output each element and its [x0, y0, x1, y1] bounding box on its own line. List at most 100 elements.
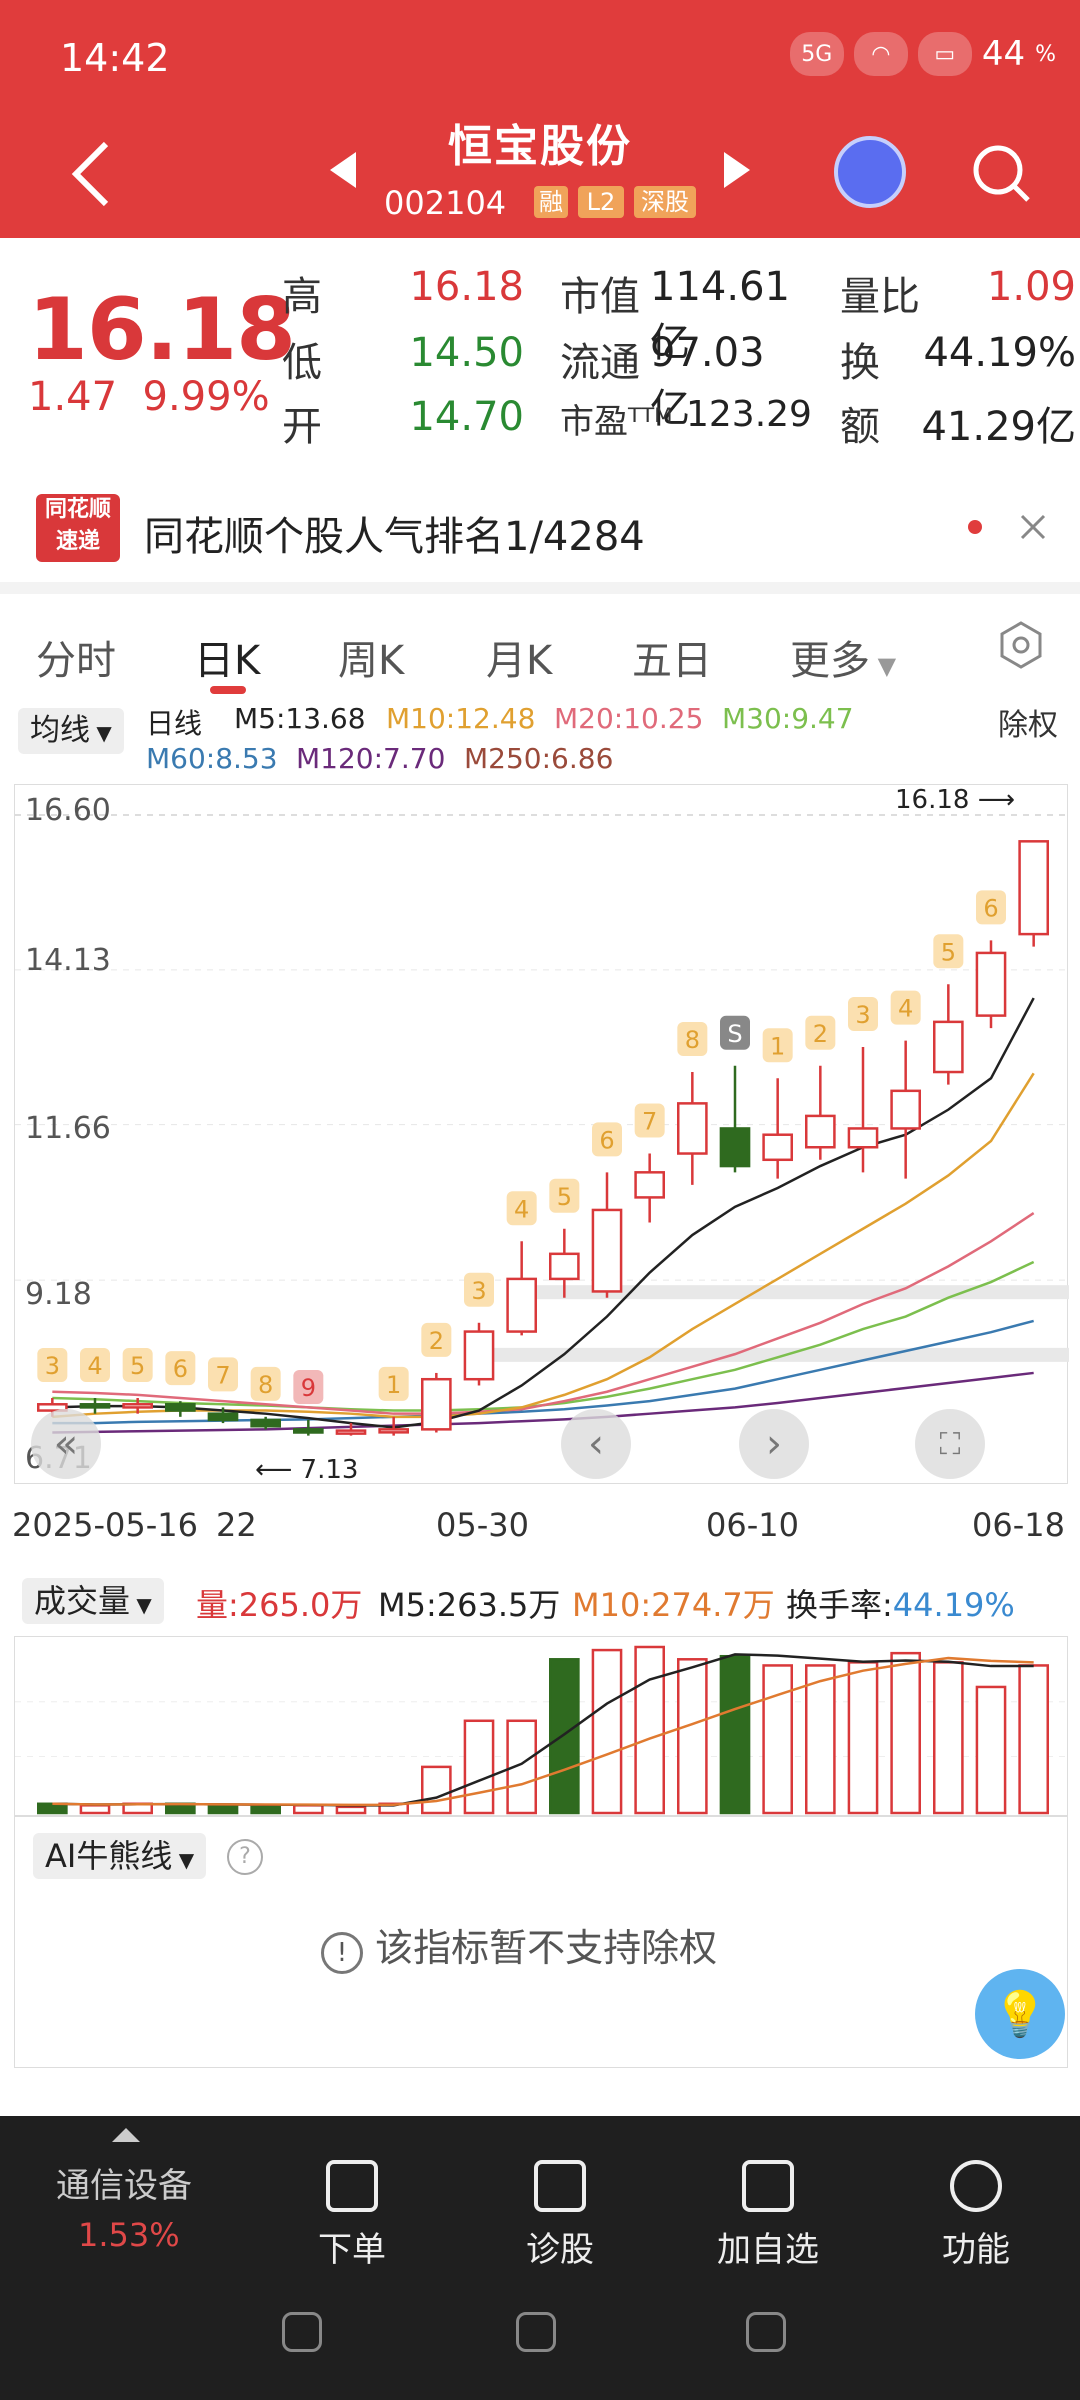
signal-badge-label: 8 [685, 1026, 700, 1054]
tab-weekly-k[interactable]: 周K [338, 638, 405, 684]
tab-more[interactable]: 更多 ▼ [790, 628, 896, 686]
signal-badge [677, 1022, 708, 1057]
nav-home-icon[interactable] [516, 2312, 556, 2352]
signal-badge-label: 6 [983, 894, 998, 922]
robot-assistant-icon[interactable] [834, 136, 906, 208]
candle-body [933, 1020, 964, 1074]
volume-bar [805, 1664, 836, 1815]
candle-body [890, 1089, 921, 1130]
back-icon[interactable] [62, 134, 122, 214]
add-watchlist-button[interactable]: 加自选 [688, 2140, 848, 2271]
candle-body [165, 1403, 196, 1412]
help-icon[interactable]: ? [227, 1839, 263, 1875]
sector-name[interactable]: 通信设备 [56, 2166, 192, 2206]
tag-margin: 融 [534, 186, 568, 218]
signal-badge-label: 4 [87, 1352, 102, 1380]
diagnose-button[interactable]: 诊股 [480, 2140, 640, 2271]
header: 14:42 5G ◠ ▭ 44% 恒宝股份 002104 融 L2 深股 [0, 0, 1080, 238]
logo-top: 同花顺 [44, 497, 111, 522]
x-tick: 06-18 [972, 1506, 1065, 1544]
high-label: 高 [282, 274, 322, 320]
signal-badge [165, 1351, 196, 1386]
period-tabs: 分时 日K 周K 月K 五日 更多 ▼ [0, 582, 1080, 694]
tag-l2: L2 [578, 186, 624, 218]
order-icon [326, 2160, 378, 2212]
tab-intraday[interactable]: 分时 [36, 638, 116, 684]
signal-badge-label: 4 [898, 995, 913, 1023]
volratio-label: 量比 [840, 274, 920, 320]
volume-chart[interactable] [14, 1636, 1069, 1816]
search-icon[interactable] [968, 140, 1034, 206]
change-percent: 9.99% [142, 374, 270, 420]
ma-item: M60:8.53 [146, 742, 278, 775]
low-label: 低 [282, 340, 322, 386]
stock-name: 恒宝股份 [448, 121, 632, 172]
ma-item: M250:6.86 [464, 742, 614, 775]
ai-dropdown[interactable]: AI牛熊线 ▼ [33, 1833, 207, 1879]
volume-canvas [15, 1645, 1069, 1815]
x-tick: 06-10 [706, 1506, 799, 1544]
prev-stock-icon[interactable] [330, 152, 356, 188]
ai-message-text: 该指标暂不支持除权 [375, 1926, 718, 1970]
volume-ma5-line [52, 1653, 1034, 1807]
volume-dropdown[interactable]: 成交量 ▼ [22, 1578, 164, 1624]
candle-body [634, 1171, 665, 1199]
turnover-rate-value: 44.19% [892, 1586, 1015, 1624]
signal-badge [464, 1272, 494, 1307]
ma-dropdown[interactable]: 均线 ▼ [18, 708, 124, 754]
scroll-right-icon[interactable]: › [739, 1409, 809, 1479]
x-tick: 2025-05-16 [12, 1506, 198, 1544]
rights-toggle[interactable]: 除权 [998, 708, 1058, 743]
signal-badge [848, 996, 878, 1031]
popularity-banner[interactable]: 同花顺 速递 同花顺个股人气排名1/4284 [0, 468, 1080, 580]
ai-dropdown-label: AI牛熊线 [45, 1837, 173, 1875]
info-icon: ! [321, 1932, 363, 1974]
amount-value: 41.29亿 [921, 404, 1076, 450]
open-label: 开 [282, 404, 322, 450]
volratio-value: 1.09 [986, 264, 1076, 310]
tab-more-label: 更多 [790, 638, 870, 684]
lightbulb-icon[interactable]: 💡 [975, 1969, 1065, 2059]
unread-dot [968, 520, 982, 534]
next-stock-icon[interactable] [724, 152, 750, 188]
resistance-zone [525, 1285, 1069, 1300]
open-value: 14.70 [409, 394, 524, 440]
chevron-down-icon: ▼ [870, 652, 897, 680]
function-button[interactable]: 功能 [896, 2140, 1056, 2271]
tab-daily-k[interactable]: 日K [194, 638, 261, 684]
volume-m5: M5:263.5万 [378, 1586, 561, 1624]
ma-item: M10:12.48 [386, 702, 536, 735]
ma-dropdown-label: 均线 [30, 713, 90, 748]
signal-badge-label: 8 [258, 1371, 273, 1399]
tab-monthly-k[interactable]: 月K [486, 638, 553, 684]
volume-bar [847, 1661, 879, 1815]
stock-code: 002104 [384, 184, 507, 222]
volume-bar [719, 1654, 751, 1815]
candle-body [1018, 840, 1049, 936]
price-change: 1.47 9.99% [28, 374, 270, 420]
order-button[interactable]: 下单 [272, 2140, 432, 2271]
candle-body [549, 1252, 580, 1281]
signal-badge-label: 5 [941, 938, 956, 966]
ma120-line [52, 1371, 1034, 1434]
fullscreen-icon[interactable]: ⛶ [915, 1409, 985, 1479]
mktcap-value: 114.61亿 [650, 264, 790, 366]
nav-back-icon[interactable] [282, 2312, 322, 2352]
chevron-down-icon: ▼ [90, 721, 112, 745]
ma-kind: 日线 [146, 707, 203, 740]
signal-badge [805, 1015, 836, 1050]
mktcap-label: 市值 [560, 274, 640, 320]
settings-icon[interactable] [998, 620, 1044, 670]
scroll-left-icon[interactable]: ‹ [561, 1409, 631, 1479]
tab-five-day[interactable]: 五日 [632, 638, 712, 684]
battery-unit: % [1035, 41, 1056, 67]
candle-body [293, 1428, 324, 1434]
scroll-left-fast-icon[interactable]: « [31, 1409, 101, 1479]
y-tick: 11.66 [25, 1111, 111, 1146]
nav-bar: 恒宝股份 002104 融 L2 深股 [0, 110, 1080, 238]
close-icon[interactable] [1018, 512, 1048, 542]
add-watchlist-label: 加自选 [717, 2230, 819, 2270]
nav-recent-icon[interactable] [746, 2312, 786, 2352]
